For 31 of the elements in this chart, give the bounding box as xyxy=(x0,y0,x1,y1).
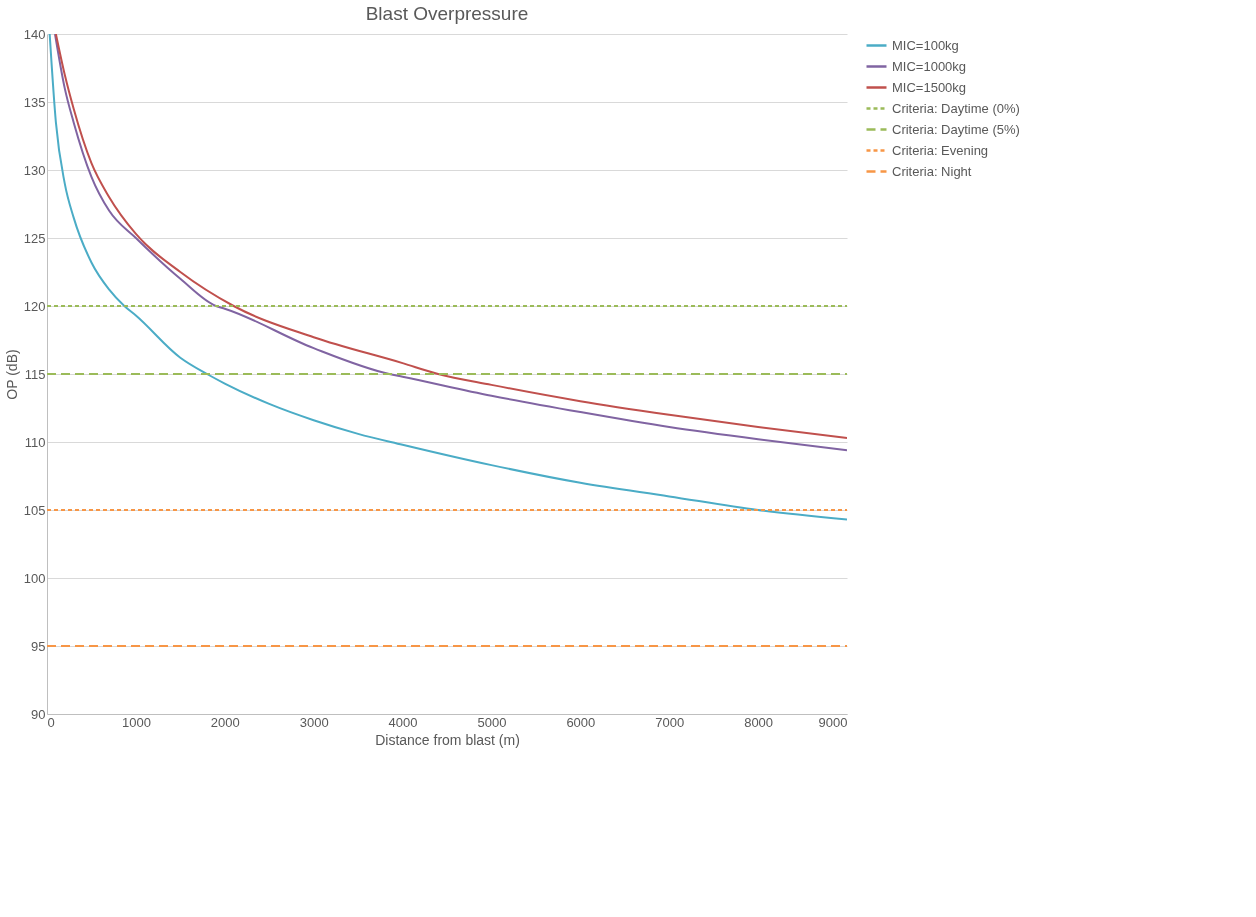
y-tick-label: 90 xyxy=(31,706,46,722)
y-axis-title: OP (dB) xyxy=(3,349,20,400)
y-tick-label: 110 xyxy=(24,434,46,450)
y-tick-label: 140 xyxy=(23,26,46,42)
x-tick-label: 1000 xyxy=(121,714,151,730)
legend-label: Criteria: Night xyxy=(892,163,972,179)
y-tick-label: 130 xyxy=(23,162,46,178)
x-tick-label: 9000 xyxy=(818,714,848,730)
x-tick-label: 0 xyxy=(47,714,55,730)
y-tick-label: 100 xyxy=(23,570,46,586)
y-tick-label: 135 xyxy=(23,94,46,110)
x-tick-label: 5000 xyxy=(477,714,507,730)
x-tick-label: 8000 xyxy=(744,714,774,730)
x-axis-title: Distance from blast (m) xyxy=(375,731,520,748)
x-tick-label: 4000 xyxy=(388,714,418,730)
y-tick-label: 105 xyxy=(23,502,46,518)
legend-label: Criteria: Daytime (0%) xyxy=(892,100,1020,116)
legend-label: MIC=1000kg xyxy=(892,58,967,74)
legend-label: MIC=1500kg xyxy=(892,79,967,95)
y-tick-label: 115 xyxy=(24,366,46,382)
x-tick-label: 7000 xyxy=(655,714,685,730)
chart-title: Blast Overpressure xyxy=(365,3,529,24)
legend-label: Criteria: Daytime (5%) xyxy=(892,121,1020,137)
legend-label: MIC=100kg xyxy=(892,37,959,53)
y-tick-label: 95 xyxy=(31,638,46,654)
x-tick-label: 2000 xyxy=(210,714,240,730)
x-tick-label: 3000 xyxy=(299,714,329,730)
x-tick-label: 6000 xyxy=(566,714,596,730)
y-tick-label: 125 xyxy=(23,230,46,246)
y-tick-label: 120 xyxy=(23,298,46,314)
legend-label: Criteria: Evening xyxy=(892,142,989,158)
